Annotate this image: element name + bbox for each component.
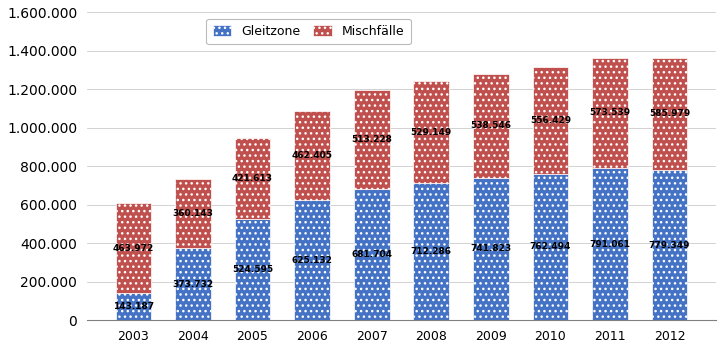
Text: 421.613: 421.613 <box>232 174 273 183</box>
Bar <box>473 74 509 177</box>
Bar <box>651 58 688 170</box>
Bar <box>354 189 390 320</box>
Bar <box>235 138 270 219</box>
Text: 524.595: 524.595 <box>232 265 273 274</box>
Text: 143.187: 143.187 <box>113 302 154 311</box>
Text: 463.972: 463.972 <box>113 244 154 253</box>
Bar <box>175 179 211 248</box>
Bar <box>235 219 270 320</box>
Text: 625.132: 625.132 <box>291 256 333 265</box>
Text: 513.228: 513.228 <box>351 135 392 144</box>
Bar <box>533 174 568 320</box>
Text: 360.143: 360.143 <box>173 209 213 218</box>
Text: 712.286: 712.286 <box>411 247 452 256</box>
Bar <box>354 90 390 189</box>
Bar <box>533 66 568 174</box>
Text: 573.539: 573.539 <box>589 108 630 118</box>
Text: 529.149: 529.149 <box>411 128 452 137</box>
Bar <box>116 293 151 320</box>
Text: 779.349: 779.349 <box>649 241 690 250</box>
Text: 462.405: 462.405 <box>291 151 333 160</box>
Text: 741.823: 741.823 <box>470 244 511 253</box>
Bar <box>592 168 628 320</box>
Text: 556.429: 556.429 <box>530 116 571 125</box>
Bar <box>414 82 449 183</box>
Bar <box>592 58 628 168</box>
Bar <box>414 183 449 320</box>
Text: 585.979: 585.979 <box>649 110 690 119</box>
Text: 681.704: 681.704 <box>351 250 392 259</box>
Text: 373.732: 373.732 <box>172 280 213 289</box>
Text: 791.061: 791.061 <box>589 240 630 249</box>
Bar <box>294 111 330 200</box>
Text: 762.494: 762.494 <box>530 243 571 251</box>
Bar <box>116 203 151 293</box>
Bar <box>175 248 211 320</box>
Text: 538.546: 538.546 <box>471 121 511 130</box>
Bar <box>473 177 509 320</box>
Bar <box>651 170 688 320</box>
Legend: Gleitzone, Mischfälle: Gleitzone, Mischfälle <box>206 19 411 44</box>
Bar <box>294 200 330 320</box>
